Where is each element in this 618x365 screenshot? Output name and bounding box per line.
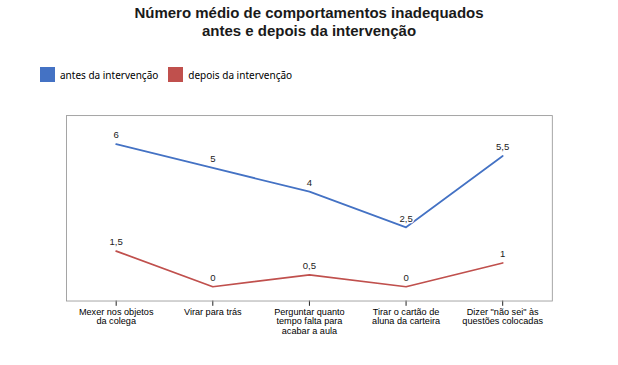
svg-text:Tirar o cartão dealuna da cart: Tirar o cartão dealuna da carteira (372, 307, 441, 326)
svg-text:5: 5 (210, 153, 215, 164)
svg-text:0: 0 (210, 272, 215, 283)
svg-text:1: 1 (500, 248, 505, 259)
html-text:antes da intervenção: antes da intervenção (60, 67, 159, 82)
svg-text:0: 0 (403, 272, 408, 283)
svg-text:6: 6 (114, 129, 119, 140)
svg-text:5,5: 5,5 (496, 141, 509, 152)
svg-text:2,5: 2,5 (399, 213, 412, 224)
svg-text:Dizer "não sei" àsquestões col: Dizer "não sei" àsquestões colocadas (462, 307, 543, 326)
svg-text:Perguntar quantotempo falta pa: Perguntar quantotempo falta paraacabar a… (274, 307, 345, 335)
html-text:Número médio de comportamentos: Número médio de comportamentos inadequad… (134, 4, 484, 39)
svg-text:1,5: 1,5 (110, 236, 123, 247)
svg-text:Mexer nos objetosda colega: Mexer nos objetosda colega (79, 307, 154, 326)
html-text:depois da intervenção: depois da intervenção (188, 67, 293, 82)
svg-text:0,5: 0,5 (303, 260, 316, 271)
svg-text:4: 4 (307, 177, 313, 188)
svg-text:Virar para trás: Virar para trás (184, 307, 242, 317)
